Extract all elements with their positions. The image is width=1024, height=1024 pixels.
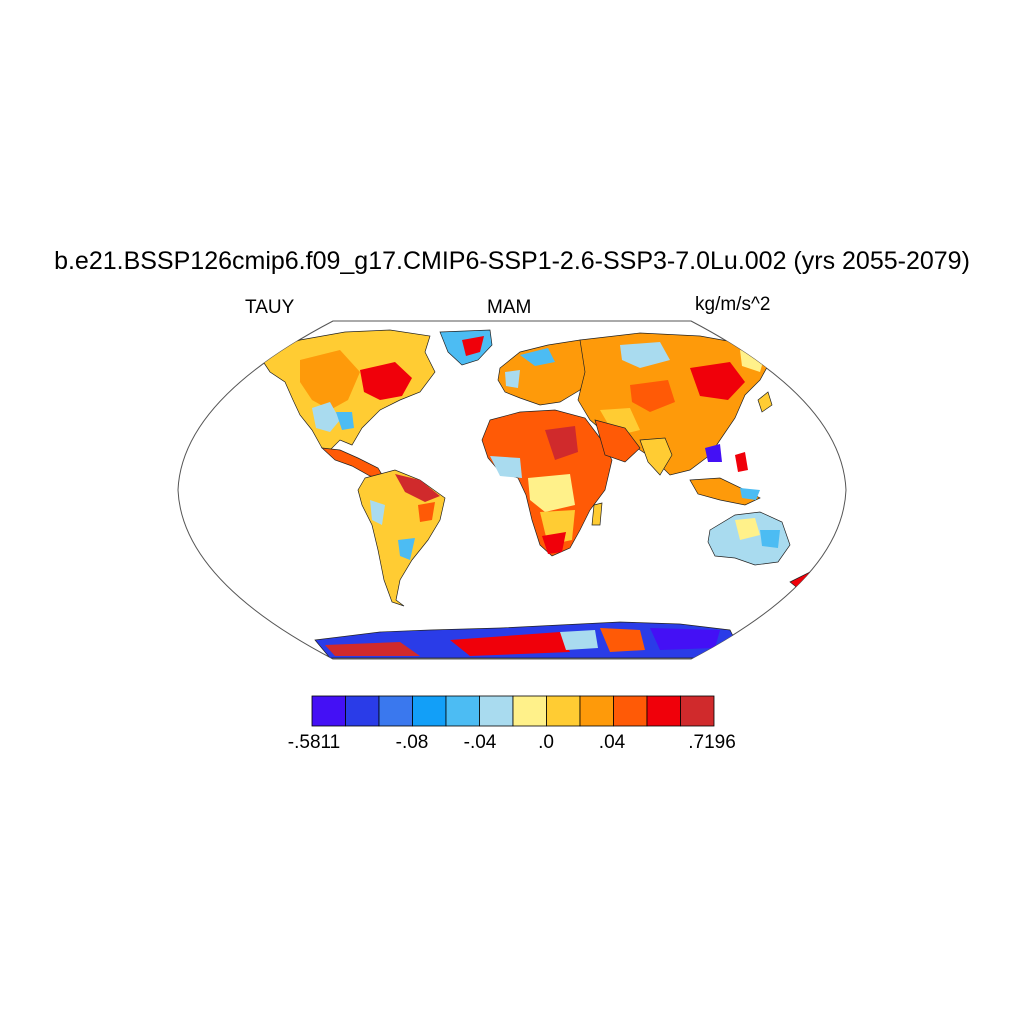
- na-blue-patch: [312, 402, 340, 432]
- na-warm-interior: [300, 350, 360, 410]
- colorbar-tick-neg008: -.08: [395, 732, 429, 753]
- colorbar-swatch: [680, 695, 715, 727]
- colorbar-tick-min: -.5811: [287, 732, 341, 753]
- colorbar-tick-max: .7196: [688, 732, 736, 753]
- plot-title: b.e21.BSSP126cmip6.f09_g17.CMIP6-SSP1-2.…: [54, 247, 970, 275]
- madagascar: [591, 502, 603, 526]
- maritime-asia: [689, 477, 761, 506]
- colorbar-tick-zero: .0: [538, 732, 554, 753]
- colorbar-swatch: [579, 695, 614, 727]
- hudson-region-hot: [360, 362, 412, 400]
- arabia-landmass: [594, 419, 641, 463]
- colorbar-swatch: [345, 695, 380, 727]
- japan: [757, 391, 773, 413]
- colorbar-swatch: [646, 695, 681, 727]
- colorbar-swatch: [546, 695, 581, 727]
- season-label: MAM: [487, 297, 532, 318]
- colorbar-swatch: [445, 695, 480, 727]
- colorbar-swatch: [479, 695, 514, 727]
- colorbar-swatch: [512, 695, 547, 727]
- colorbar-swatch: [378, 695, 413, 727]
- colorbar: [311, 695, 715, 727]
- units-label: kg/m/s^2: [695, 294, 771, 315]
- na-blue-patch-2: [336, 412, 354, 430]
- colorbar-swatch: [613, 695, 648, 727]
- colorbar-tick-004: .04: [598, 732, 626, 753]
- colorbar-swatch: [412, 695, 447, 727]
- australia-landmass: [707, 511, 791, 566]
- india-landmass: [639, 437, 673, 476]
- variable-label: TAUY: [245, 297, 295, 318]
- colorbar-tick-neg004: -.04: [463, 732, 497, 753]
- colorbar-swatch: [311, 695, 346, 727]
